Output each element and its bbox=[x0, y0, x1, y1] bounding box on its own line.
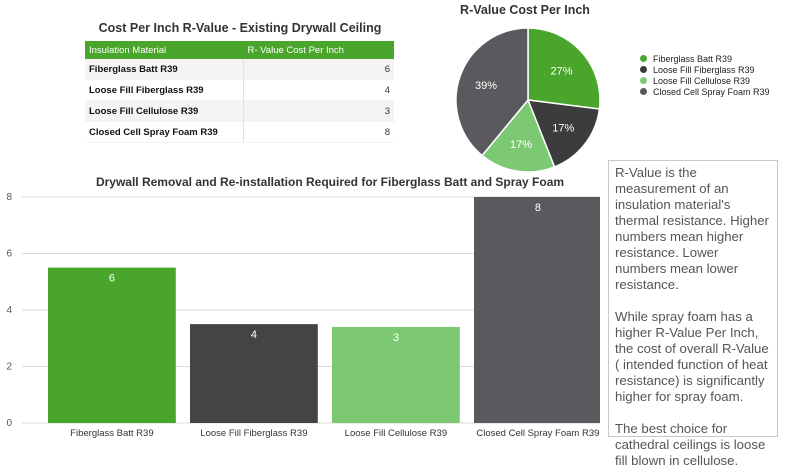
legend-item: Closed Cell Spray Foam R39 bbox=[640, 86, 770, 97]
table-cell-value: 8 bbox=[243, 121, 394, 143]
pie-slice-label: 39% bbox=[475, 80, 497, 92]
table-row: Loose Fill Fiberglass R39 4 bbox=[85, 79, 394, 101]
table-cell-material: Loose Fill Cellulose R39 bbox=[85, 100, 244, 122]
pie-legend: Fiberglass Batt R39 Loose Fill Fiberglas… bbox=[640, 53, 770, 97]
x-tick-label: Loose Fill Cellulose R39 bbox=[345, 428, 447, 439]
bar bbox=[48, 267, 176, 423]
note-paragraph: R-Value is the measurement of an insulat… bbox=[615, 165, 769, 292]
y-tick-label: 6 bbox=[6, 249, 12, 260]
explanation-note: R-Value is the measurement of an insulat… bbox=[608, 160, 778, 468]
x-tick-label: Closed Cell Spray Foam R39 bbox=[476, 428, 599, 439]
legend-item: Fiberglass Batt R39 bbox=[640, 53, 770, 64]
table-title: Cost Per Inch R-Value - Existing Drywall… bbox=[98, 21, 382, 35]
pie-slice bbox=[481, 98, 556, 173]
legend-label: Loose Fill Fiberglass R39 bbox=[653, 64, 755, 75]
pie-chart: 27% 17% 17% 39% bbox=[455, 27, 601, 173]
y-tick-label: 8 bbox=[6, 192, 12, 203]
y-tick-label: 4 bbox=[6, 305, 12, 316]
legend-item: Loose Fill Fiberglass R39 bbox=[640, 64, 770, 75]
bar-data-label: 6 bbox=[109, 273, 115, 285]
pie-slice-label: 17% bbox=[552, 122, 574, 134]
bar bbox=[474, 197, 600, 423]
pie-slice bbox=[526, 99, 601, 168]
bar-chart-title: Drywall Removal and Re-installation Requ… bbox=[95, 175, 565, 189]
bar bbox=[332, 326, 460, 423]
table-row: Closed Cell Spray Foam R39 8 bbox=[85, 121, 394, 143]
table-header-material: Insulation Material bbox=[85, 41, 244, 59]
pie-slice bbox=[527, 27, 601, 110]
table-header-row: Insulation Material R- Value Cost Per In… bbox=[85, 41, 394, 59]
note-paragraph: The best choice for cathedral ceilings i… bbox=[615, 421, 766, 468]
x-tick-label: Fiberglass Batt R39 bbox=[70, 428, 153, 439]
legend-swatch-dot bbox=[640, 55, 647, 62]
table-header-cost: R- Value Cost Per Inch bbox=[243, 41, 394, 59]
bar bbox=[190, 324, 318, 423]
pie-chart-title: R-Value Cost Per Inch bbox=[460, 3, 590, 17]
table-cell-material: Loose Fill Fiberglass R39 bbox=[85, 79, 244, 101]
table-row: Fiberglass Batt R39 6 bbox=[85, 59, 394, 80]
legend-label: Loose Fill Cellulose R39 bbox=[653, 75, 751, 86]
y-tick-label: 2 bbox=[6, 362, 12, 373]
table-cell-material: Closed Cell Spray Foam R39 bbox=[85, 121, 244, 143]
x-tick-label: Loose Fill Fiberglass R39 bbox=[200, 428, 307, 439]
bar-chart: 0 2 4 6 8 6 Fiberglass Batt R39 4 Loose Fill Fib… bbox=[6, 192, 600, 439]
legend-swatch-dot bbox=[640, 77, 647, 84]
pie-slice-label: 17% bbox=[510, 139, 532, 151]
pie-slice bbox=[455, 27, 529, 157]
cost-table: Insulation Material R- Value Cost Per In… bbox=[85, 41, 394, 143]
legend-swatch-dot bbox=[640, 88, 647, 95]
table-cell-value: 6 bbox=[243, 59, 394, 80]
y-tick-label: 0 bbox=[6, 418, 12, 429]
bar-data-label: 4 bbox=[251, 329, 257, 341]
legend-item: Loose Fill Cellulose R39 bbox=[640, 75, 770, 86]
table-row: Loose Fill Cellulose R39 3 bbox=[85, 100, 394, 122]
pie-slice-label: 27% bbox=[550, 65, 572, 77]
table-cell-value: 3 bbox=[243, 100, 394, 122]
bar-data-label: 3 bbox=[393, 332, 399, 344]
bar-data-label: 8 bbox=[535, 202, 541, 214]
legend-label: Closed Cell Spray Foam R39 bbox=[653, 86, 770, 97]
note-paragraph: While spray foam has a higher R-Value Pe… bbox=[615, 309, 769, 404]
legend-label: Fiberglass Batt R39 bbox=[653, 53, 733, 64]
table-cell-material: Fiberglass Batt R39 bbox=[85, 59, 244, 80]
table-cell-value: 4 bbox=[243, 79, 394, 101]
legend-swatch-dot bbox=[640, 66, 647, 73]
